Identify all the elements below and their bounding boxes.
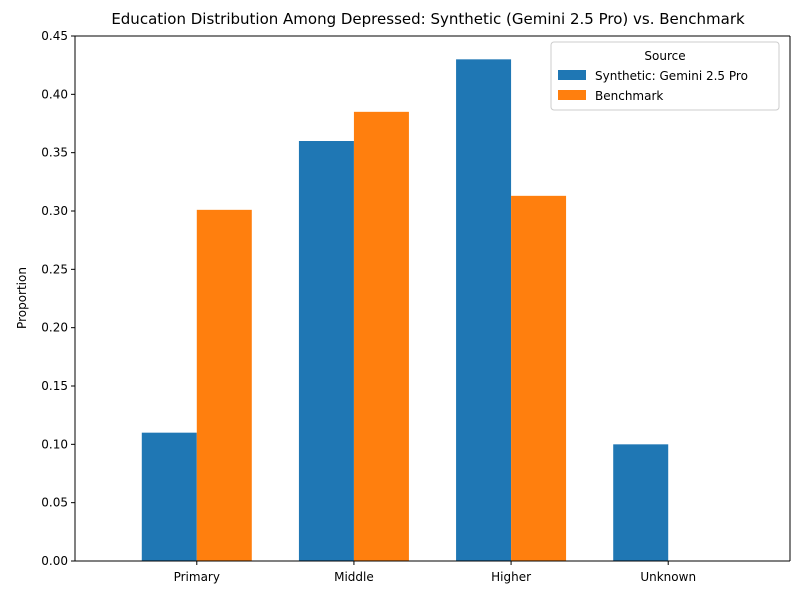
legend-label-benchmark: Benchmark: [595, 89, 663, 103]
y-tick-label: 0.40: [41, 87, 68, 101]
bar-synthetic-middle: [298, 141, 354, 561]
y-tick-label: 0.00: [41, 554, 68, 568]
y-tick-label: 0.25: [41, 262, 68, 276]
y-tick-label: 0.10: [41, 437, 68, 451]
bar-synthetic-unknown: [613, 444, 669, 561]
y-tick-label: 0.35: [41, 146, 68, 160]
y-tick-label: 0.45: [41, 29, 68, 43]
chart-title: Education Distribution Among Depressed: …: [111, 10, 745, 28]
y-axis: 0.00 0.05 0.10 0.15 0.20 0.25 0.30 0.35 0.40 0.45: [41, 29, 791, 568]
bar-benchmark-middle: [353, 111, 409, 561]
legend-label-synthetic: Synthetic: Gemini 2.5 Pro: [595, 69, 748, 83]
plot-area: [141, 59, 669, 562]
legend: Source Synthetic: Gemini 2.5 Pro Benchmar…: [550, 41, 780, 111]
legend-swatch-benchmark: [558, 90, 586, 100]
x-tick-label: Primary: [174, 570, 220, 584]
x-axis: Primary Middle Higher Unknown: [75, 35, 790, 584]
bar-benchmark-primary: [196, 209, 252, 562]
bar-benchmark-higher: [511, 195, 567, 562]
legend-entries: Synthetic: Gemini 2.5 Pro Benchmark: [558, 69, 748, 103]
x-tick-label: Unknown: [640, 570, 696, 584]
legend-swatch-synthetic: [558, 70, 586, 80]
y-axis-label: Proportion: [15, 267, 29, 329]
y-tick-label: 0.20: [41, 321, 68, 335]
legend-title: Source: [644, 49, 685, 63]
x-tick-label: Middle: [334, 570, 374, 584]
bar-synthetic-higher: [456, 59, 512, 561]
y-tick-label: 0.30: [41, 204, 68, 218]
y-tick-label: 0.15: [41, 379, 68, 393]
x-tick-label: Higher: [491, 570, 531, 584]
bar-synthetic-primary: [141, 432, 197, 561]
legend-frame: [550, 41, 780, 111]
y-tick-label: 0.05: [41, 496, 68, 510]
